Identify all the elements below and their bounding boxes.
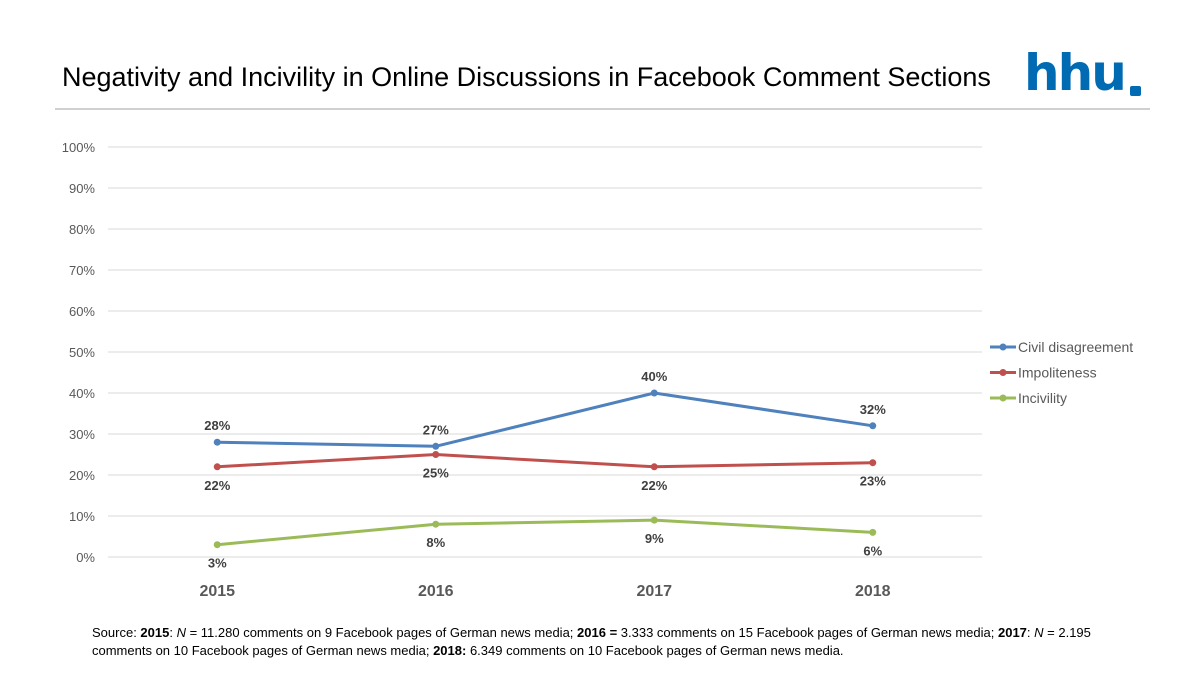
data-point xyxy=(650,389,658,397)
data-point xyxy=(869,422,877,430)
source-n: N xyxy=(1034,625,1044,640)
y-tick-label: 0% xyxy=(76,550,95,565)
source-text-2017: = 2.195 comments on 10 Facebook pages of… xyxy=(92,625,1091,658)
data-point xyxy=(432,442,440,450)
series-line xyxy=(217,453,873,469)
legend-marker xyxy=(999,343,1007,351)
data-point xyxy=(650,463,658,471)
title-divider xyxy=(55,108,1150,110)
y-tick-label: 70% xyxy=(69,263,95,278)
source-note: Source: 2015: N = 11.280 comments on 9 F… xyxy=(92,624,1122,660)
data-point xyxy=(432,451,440,458)
x-tick-label: 2015 xyxy=(199,583,235,600)
y-tick-label: 20% xyxy=(69,468,95,483)
y-tick-label: 50% xyxy=(69,345,95,360)
legend-marker xyxy=(999,369,1007,376)
legend: Civil disagreement Impoliteness Incivility xyxy=(990,339,1133,406)
data-label: 9% xyxy=(645,531,664,546)
y-tick-label: 30% xyxy=(69,427,95,442)
data-labels: 28% 27% 40% 32% 22% 25% 22% 23% 3% 8% 9% 6% xyxy=(204,369,886,571)
source-year-2016: 2016 = xyxy=(577,625,618,640)
x-tick-label: 2018 xyxy=(855,583,891,600)
data-label: 27% xyxy=(423,422,449,437)
grid-lines xyxy=(108,146,982,558)
data-point xyxy=(869,528,877,536)
y-tick-label: 80% xyxy=(69,222,95,237)
x-axis-ticks: 2015 2016 2017 2018 xyxy=(199,583,890,600)
y-tick-label: 100% xyxy=(62,140,96,155)
data-label: 8% xyxy=(426,535,445,550)
y-tick-label: 10% xyxy=(69,509,95,524)
source-year-2017: 2017 xyxy=(997,625,1027,640)
data-point xyxy=(213,438,221,446)
data-point xyxy=(213,541,221,549)
legend-label: Civil disagreement xyxy=(1018,339,1133,355)
series-line xyxy=(217,391,873,448)
source-year-2018: 2018: xyxy=(433,643,467,658)
data-label: 3% xyxy=(208,556,227,571)
legend-marker xyxy=(999,394,1007,402)
page-title: Negativity and Incivility in Online Disc… xyxy=(62,62,991,92)
source-text-2016: 3.333 comments on 15 Facebook pages of G… xyxy=(617,625,998,640)
y-tick-label: 60% xyxy=(69,304,95,319)
source-sep: : xyxy=(169,625,177,640)
source-prefix: Source: xyxy=(92,625,141,640)
logo-text: hhu xyxy=(1024,52,1125,98)
data-label: 22% xyxy=(641,478,667,493)
source-n: N xyxy=(176,625,186,640)
data-label: 23% xyxy=(860,474,886,489)
hhu-logo: hhu xyxy=(1024,52,1141,98)
data-label: 6% xyxy=(863,543,882,558)
source-text-2018: 6.349 comments on 10 Facebook pages of G… xyxy=(466,643,844,658)
data-point xyxy=(869,459,877,467)
data-point xyxy=(213,463,221,471)
y-tick-label: 40% xyxy=(69,386,95,401)
data-label: 28% xyxy=(204,418,230,433)
x-tick-label: 2017 xyxy=(636,583,672,600)
series-line xyxy=(217,518,873,547)
line-chart: 0%10%20%30%40%50%60%70%80%90%100% 2015 20… xyxy=(62,140,1134,600)
source-text-2015: = 11.280 comments on 9 Facebook pages of… xyxy=(185,625,578,640)
data-label: 22% xyxy=(204,478,230,493)
data-label: 40% xyxy=(641,369,667,384)
logo-dot xyxy=(1130,86,1141,96)
source-sep: : xyxy=(1026,625,1035,640)
source-year-2015: 2015 xyxy=(140,625,170,640)
data-point xyxy=(432,520,440,528)
series-group xyxy=(213,389,877,549)
data-label: 25% xyxy=(423,466,449,481)
y-tick-label: 90% xyxy=(69,181,95,196)
legend-label: Incivility xyxy=(1018,390,1067,406)
data-point xyxy=(650,516,658,524)
data-label: 32% xyxy=(860,402,886,417)
legend-label: Impoliteness xyxy=(1018,365,1097,381)
x-tick-label: 2016 xyxy=(418,583,454,600)
y-axis-ticks: 0% 10% 20% 30% 40% 50% 60% 70% 80% 90% 100% xyxy=(62,140,96,565)
